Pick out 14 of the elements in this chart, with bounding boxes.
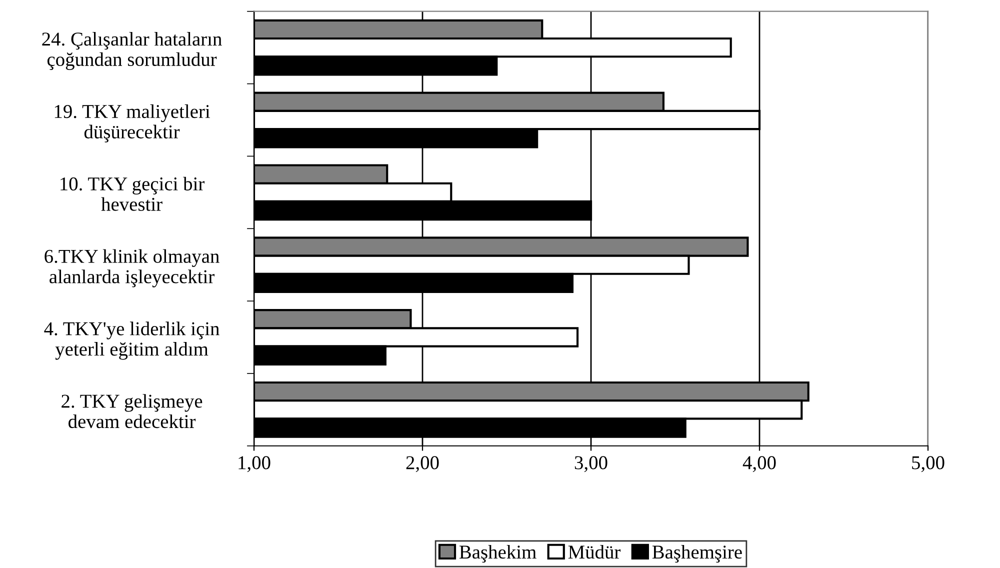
y-tick-label: 10. TKY geçici bir hevestir xyxy=(60,176,205,211)
x-tick-label: 1,00 xyxy=(238,456,270,472)
x-tick-label: 2,00 xyxy=(406,456,439,472)
legend-label: Müdür xyxy=(568,544,621,559)
y-tick-label: 24. Çalışanlar hataların çoğundan sorumludur xyxy=(42,32,222,70)
legend-label: Başhekim xyxy=(459,544,536,563)
y-tick-label: 4. TKY'ye liderlik için yeterli eğitim aldım xyxy=(44,322,220,360)
x-tick-label: 3,00 xyxy=(574,456,608,472)
y-tick-label: 6.TKY klinik olmayan alanlarda işleyecektir xyxy=(44,249,220,288)
legend-label: Başhemşire xyxy=(652,544,742,563)
y-tick-label: 19. TKY maliyetleri düşürecektir xyxy=(54,104,210,142)
y-tick-label: 2. TKY gelişmeye devam edecektir xyxy=(62,394,202,428)
x-tick-label: 5,00 xyxy=(912,456,944,472)
x-tick-label: 4,00 xyxy=(742,456,776,472)
